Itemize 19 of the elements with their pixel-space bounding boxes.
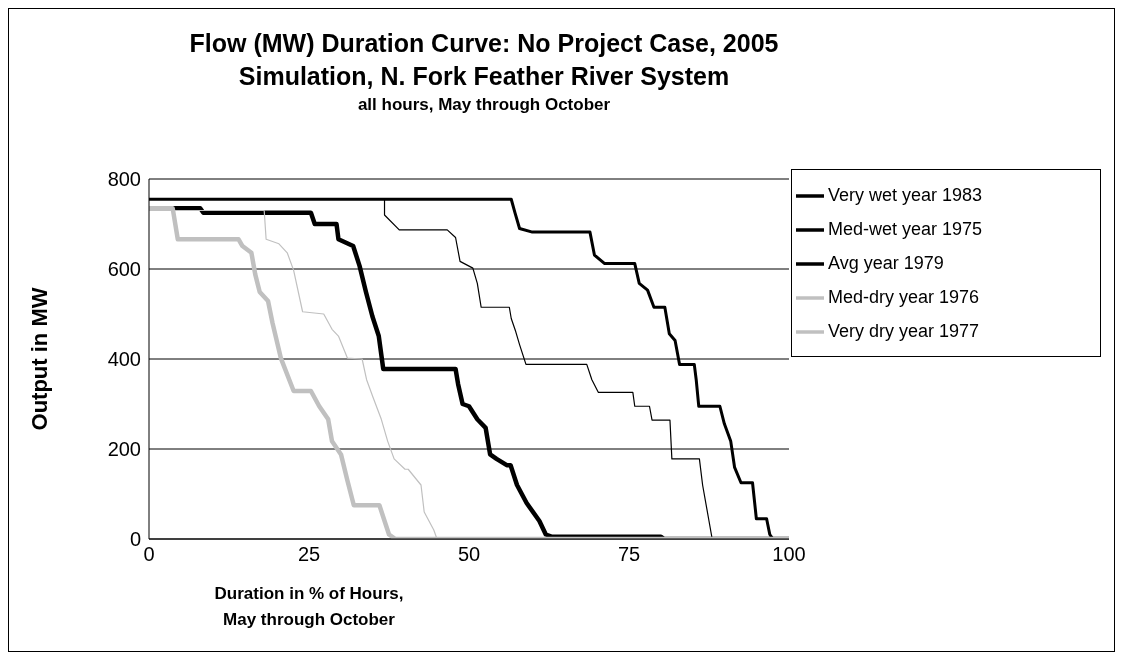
y-tick-label: 400 — [107, 348, 141, 371]
y-tick-label: 800 — [107, 168, 141, 191]
legend-label: Avg year 1979 — [828, 253, 944, 273]
y-tick-label: 0 — [129, 528, 141, 551]
x-tick-label: 75 — [617, 543, 641, 566]
legend-label: Very dry year 1977 — [828, 321, 980, 341]
chart-subtitle: all hours, May through October — [356, 95, 612, 115]
x-axis-title: Duration in % of Hours, May through October — [213, 583, 405, 631]
y-axis-title: Output in MW — [26, 287, 52, 431]
chart-title: Flow (MW) Duration Curve: No Project Case, 2005 Simulation, N. Fork Feather River System — [188, 28, 780, 92]
legend-label: Very wet year 1983 — [828, 185, 983, 205]
x-tick-label: 0 — [143, 543, 155, 566]
x-tick-label: 25 — [297, 543, 321, 566]
y-tick-label: 600 — [107, 258, 141, 281]
x-tick-label: 50 — [457, 543, 481, 566]
legend-label: Med-dry year 1976 — [828, 287, 980, 307]
x-tick-label: 100 — [772, 543, 806, 566]
y-tick-label: 200 — [107, 438, 141, 461]
legend-label: Med-wet year 1975 — [828, 219, 983, 239]
